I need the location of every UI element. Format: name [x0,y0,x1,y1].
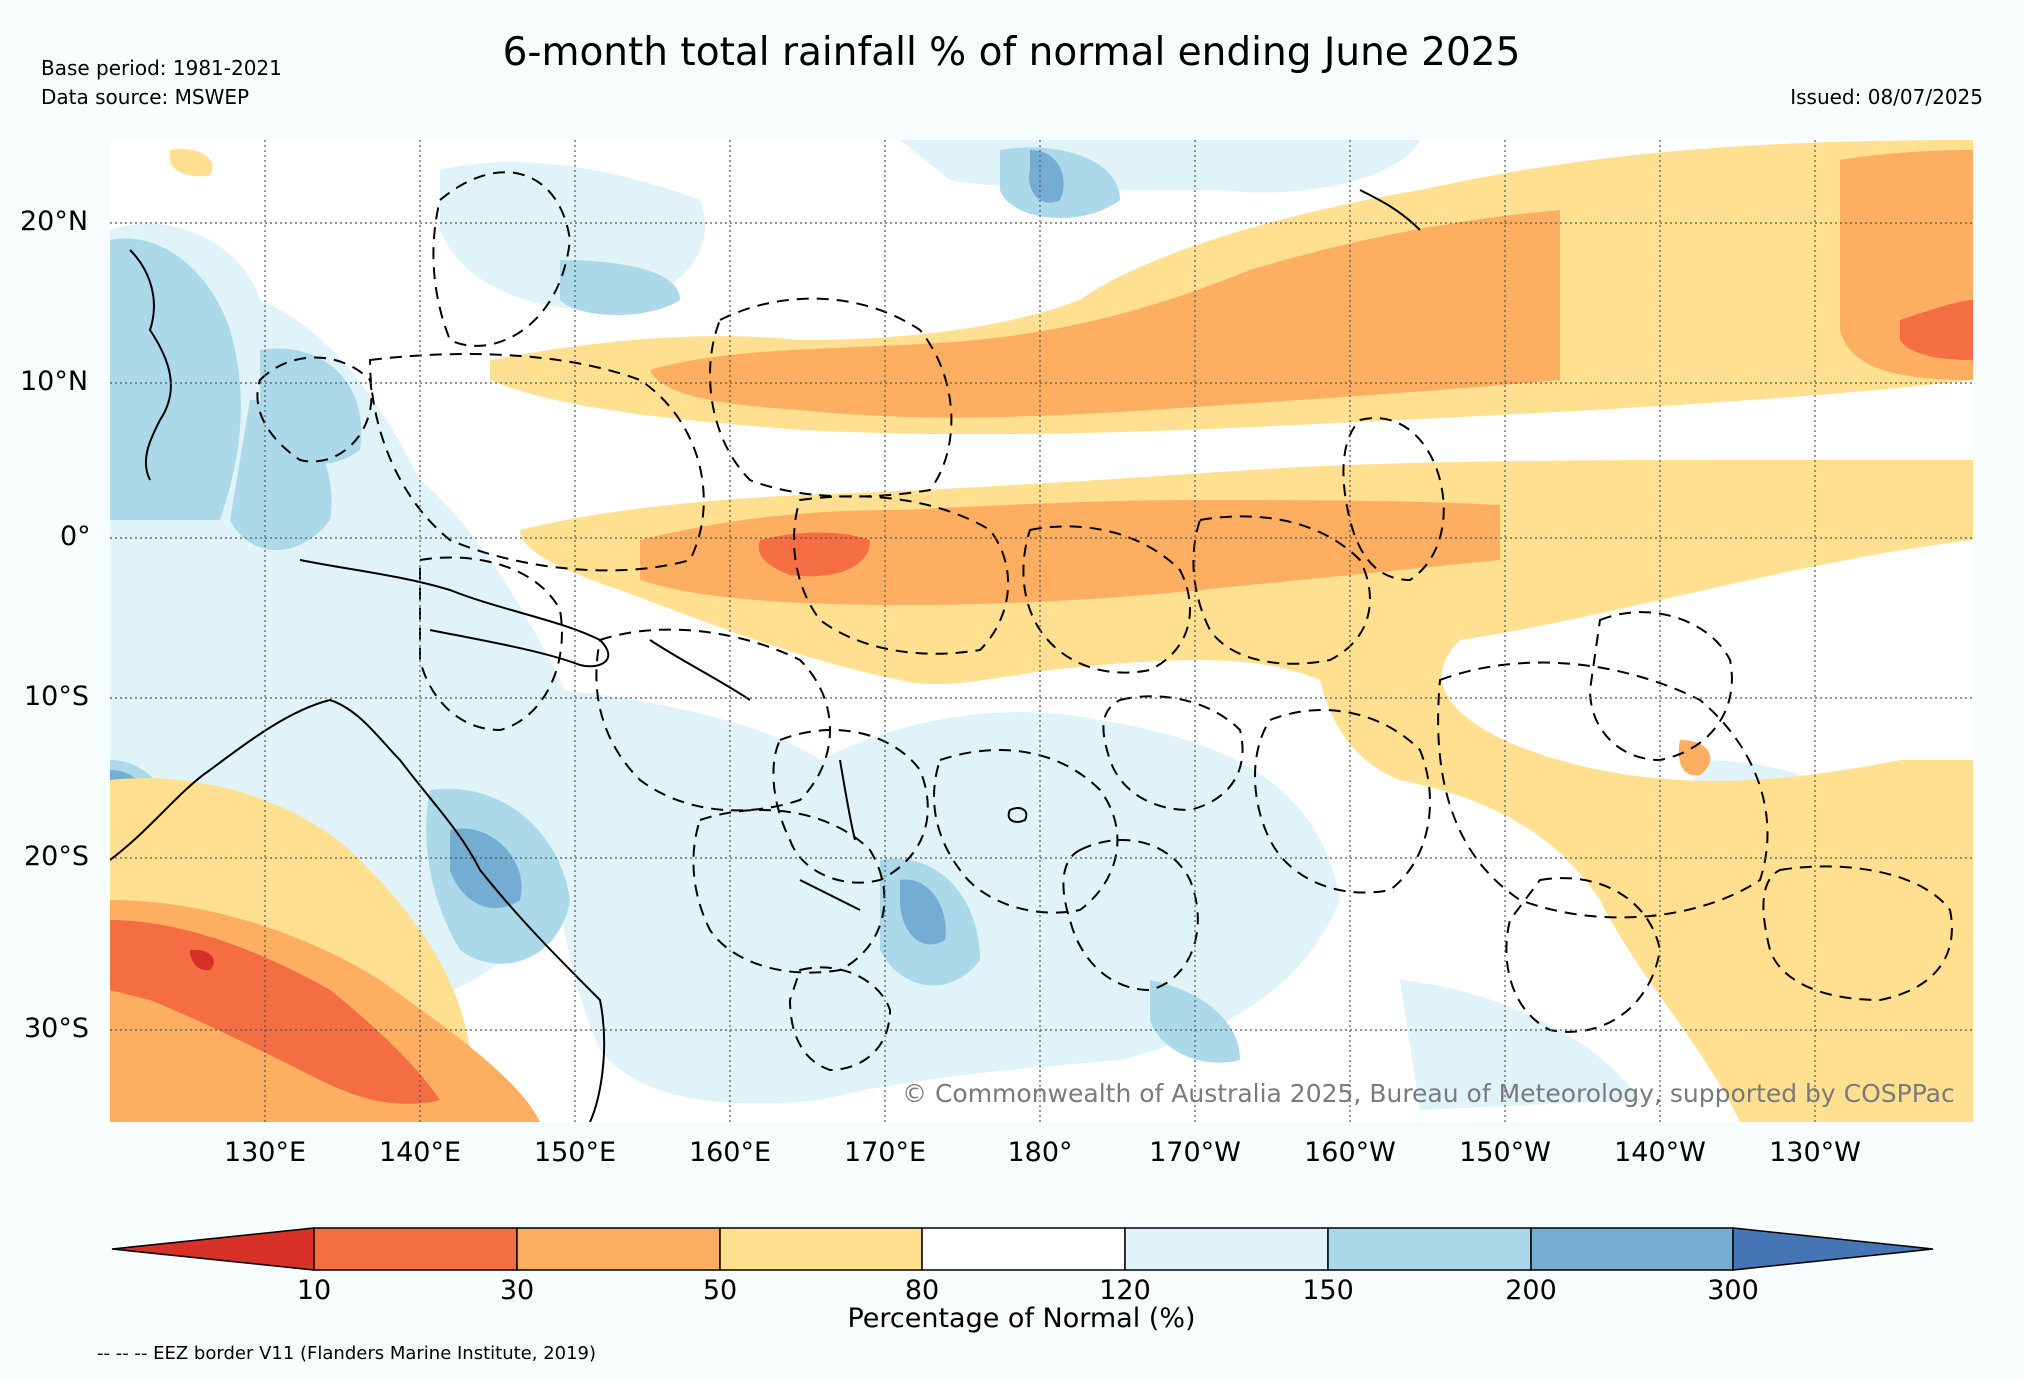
eez-kiribati-gilbert [793,495,1010,655]
lat-label-0: 0° [60,521,91,552]
colorbar-extend-low [111,1227,315,1271]
colorbar-bin-150-200 [1327,1227,1532,1271]
eez-legend-note: -- -- -- EEZ border V11 (Flanders Marine… [97,1343,597,1364]
eez-vanuatu [772,729,929,884]
lon-label-130e: 130°E [223,1137,307,1168]
region-30-50-north [650,210,1560,418]
region-below-10-sw [190,949,214,971]
lat-label-10s: 10°S [24,681,89,712]
eez-marshalls [709,297,953,498]
region-50-80-eq-band [520,460,1973,1122]
coast-hawaii [1359,189,1421,231]
eez-fiji [933,749,1119,914]
region-50-80-northwest [170,149,213,177]
coast-philippines [129,249,172,481]
region-150-200-north [560,260,680,315]
colorbar [111,1227,1934,1271]
coast-fiji [1007,807,1028,823]
map-title: 6-month total rainfall % of normal endin… [502,30,1521,75]
colorbar-tick-120: 120 [1099,1275,1151,1306]
eez-phoenix [1192,515,1371,665]
lon-label-130w: 130°W [1769,1137,1861,1168]
lon-label-170w: 170°W [1149,1137,1241,1168]
eez-cook [1254,709,1431,894]
region-150-200-philippines [110,238,241,520]
coastlines [110,189,1421,1122]
colorbar-tick-50: 50 [702,1275,738,1306]
lon-label-180: 180° [1007,1137,1073,1168]
colorbar-tick-300: 300 [1707,1275,1759,1306]
colorbar-tick-200: 200 [1505,1275,1557,1306]
eez-norfolk [788,966,892,1072]
lon-label-150w: 150°W [1459,1137,1551,1168]
lon-label-140e: 140°E [378,1137,462,1168]
lat-label-30s: 30°S [24,1013,89,1044]
coast-solomons [649,639,751,701]
colorbar-bin-120-150 [1124,1227,1329,1271]
eez-micronesia [432,171,572,347]
coast-australia [110,698,606,1122]
region-10-30-northeast [1900,300,1973,360]
colorbar-bin-200-300 [1530,1227,1734,1271]
eez-samoa [1102,695,1244,812]
lon-label-150e: 150°E [533,1137,617,1168]
rainfall-fields [110,140,1973,1122]
colorbar-bin-50-80 [719,1227,923,1271]
region-120-150-se [1400,980,1640,1110]
lon-label-140w: 140°W [1614,1137,1706,1168]
region-30-50-eq [640,500,1500,605]
region-200-300-nc [900,879,946,945]
eez-line [1342,417,1445,582]
eez-french-polynesia [1437,661,1769,919]
colorbar-tick-80: 80 [904,1275,940,1306]
region-10-30-sw [110,920,440,1104]
data-source-text: Data source: MSWEP [41,85,250,109]
issued-date-text: Issued: 08/07/2025 [1790,85,1983,109]
lat-label-10n: 10°N [20,366,89,397]
colorbar-bin-30-50 [516,1227,721,1271]
lat-label-20n: 20°N [20,206,89,237]
colorbar-bin-80-120 [921,1227,1126,1271]
eez-borders [256,171,1953,1072]
region-150-200-micronesia [260,348,362,465]
colorbar-bin-10-30 [313,1227,518,1271]
colorbar-tick-150: 150 [1302,1275,1354,1306]
region-200-300-north [1029,150,1064,203]
colorbar-label: Percentage of Normal (%) [847,1303,1196,1334]
region-10-30-eq [758,532,870,577]
colorbar-tick-30: 30 [499,1275,535,1306]
eez-palau [256,356,373,463]
coast-vanuatu [839,759,856,841]
eez-tonga [1062,839,1199,992]
eez-south [1505,877,1662,1033]
copyright-text: © Commonwealth of Australia 2025, Bureau… [902,1079,1955,1108]
lat-label-20s: 20°S [24,841,89,872]
coast-new-guinea [299,559,610,668]
eez-new-caledonia [692,809,886,974]
colorbar-extend-high [1732,1227,1934,1271]
colorbar-tick-10: 10 [296,1275,332,1306]
lon-label-170e: 170°E [843,1137,927,1168]
coast-new-caledonia [799,879,861,911]
lon-gridlines [264,140,1816,1122]
lon-label-160e: 160°E [688,1137,772,1168]
eez-marquesas [1588,611,1733,762]
eez-coral-sea [419,556,563,732]
lon-label-160w: 160°W [1304,1137,1396,1168]
region-30-50-east [1678,740,1711,776]
base-period-text: Base period: 1981-2021 [41,56,282,80]
